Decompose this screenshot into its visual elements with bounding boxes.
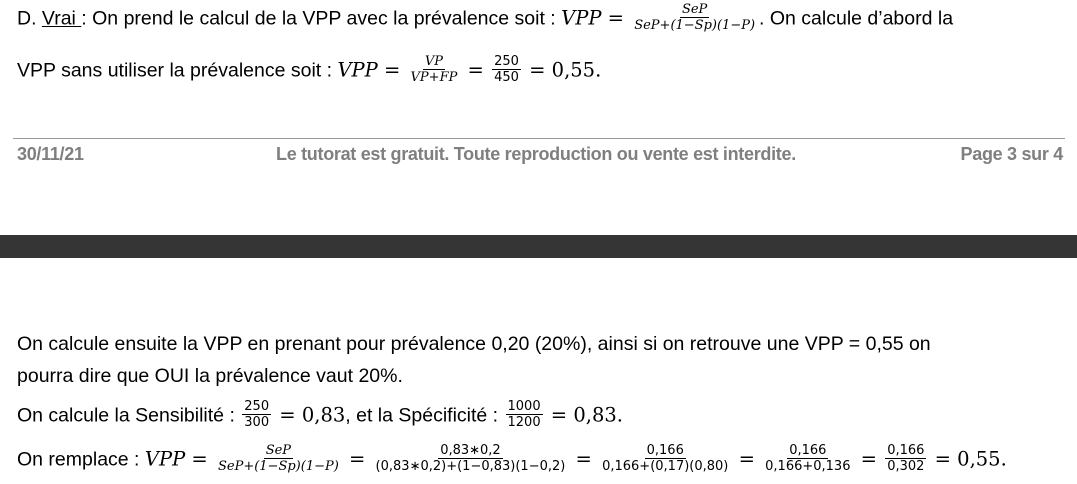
specificity-result: = 0,83. — [544, 403, 623, 427]
substitution-label: On remplace : — [17, 448, 145, 471]
statement-d-line-1: D. Vrai : On prend le calcul de la VPP a… — [17, 2, 954, 35]
substitution-line: On remplace : VPP = SeP SeP+(1−Sp)(1−P) =… — [17, 443, 1007, 476]
fraction-numerator: 250 — [492, 54, 521, 70]
item-letter: D. — [17, 7, 42, 30]
fraction-numerator: 250 — [242, 399, 272, 415]
simplified-fraction-2: 0,166 0,166+0,136 — [763, 443, 852, 474]
simplified-fraction-3: 0,166 0,302 — [885, 443, 927, 474]
fraction-denominator: 300 — [244, 415, 270, 430]
equals-sign: = — [732, 447, 762, 471]
equals-sign: = — [185, 447, 214, 471]
fraction-numerator: 0,166 — [787, 443, 829, 459]
fraction-denominator: 0,302 — [887, 459, 925, 474]
equals-sign: = — [377, 58, 407, 82]
equals-sign: = — [569, 447, 599, 471]
sensitivity-fraction: 250 300 — [242, 399, 272, 430]
specificity-label: , et la Spécificité : — [345, 404, 504, 427]
result-value: = 0,55. — [522, 58, 602, 82]
statement-text-end: . On calcule d’abord la — [759, 7, 954, 30]
vpp-formula-fraction: SeP SeP+(1−Sp)(1−P) — [632, 2, 757, 33]
equals-sign: = — [854, 447, 884, 471]
sensitivity-label: On calcule la Sensibilité : — [17, 404, 241, 427]
page-bottom: On calcule ensuite la VPP en prenant pou… — [0, 258, 1077, 484]
vpp-result: = 0,55. — [928, 447, 1007, 471]
fraction-denominator: SeP+(1−Sp)(1−P) — [217, 459, 339, 474]
fraction-numerator: 1000 — [505, 399, 543, 415]
fraction-numerator: SeP — [679, 2, 710, 18]
page-top: D. Vrai : On prend le calcul de la VPP a… — [0, 0, 1077, 235]
equals-sign: = — [342, 447, 372, 471]
vpp-variable: VPP — [561, 6, 602, 30]
statement-text: : On prend le calcul de la VPP avec la p… — [81, 7, 562, 30]
fraction-denominator: (0,83∗0,2)+(1−0,83)(1−0,2) — [375, 459, 566, 474]
formula-fraction: SeP SeP+(1−Sp)(1−P) — [216, 443, 341, 474]
vrai-label: Vrai — [41, 7, 82, 30]
fraction-denominator: VP+FP — [410, 70, 458, 85]
footer-notice: Le tutorat est gratuit. Toute reproducti… — [276, 144, 796, 164]
fraction-numerator: SeP — [263, 443, 294, 459]
fraction-denominator: 0,166+(0,17)(0,80) — [602, 459, 729, 474]
substituted-fraction: 0,83∗0,2 (0,83∗0,2)+(1−0,83)(1−0,2) — [374, 443, 568, 474]
equals-sign: = — [461, 58, 491, 82]
paragraph-line-2: pourra dire que OUI la prévalence vaut 2… — [17, 365, 403, 387]
fraction-numerator: VP — [422, 54, 446, 70]
simplified-fraction-1: 0,166 0,166+(0,17)(0,80) — [600, 443, 730, 474]
fraction-numerator: 0,83∗0,2 — [438, 443, 503, 459]
footer-date: 30/11/21 — [17, 144, 84, 164]
numeric-fraction: 250 450 — [492, 54, 521, 85]
fraction-numerator: 0,166 — [644, 443, 686, 459]
equals-sign: = — [601, 6, 631, 30]
fraction-numerator: 0,166 — [885, 443, 927, 459]
vp-fraction: VP VP+FP — [409, 54, 460, 85]
sensitivity-line: On calcule la Sensibilité : 250 300 = 0,8… — [17, 399, 623, 432]
vpp-variable: VPP — [144, 447, 186, 471]
footer-divider — [13, 138, 1065, 139]
sensitivity-result: = 0,83 — [273, 403, 346, 427]
fraction-denominator: 1200 — [507, 415, 541, 430]
fraction-denominator: 450 — [494, 70, 519, 85]
fraction-denominator: 0,166+0,136 — [765, 459, 851, 474]
footer-page-number: Page 3 sur 4 — [960, 144, 1064, 164]
fraction-denominator: SeP+(1−Sp)(1−P) — [634, 18, 756, 33]
paragraph-line-1: On calcule ensuite la VPP en prenant pou… — [17, 333, 931, 355]
specificity-fraction: 1000 1200 — [505, 399, 543, 430]
page-separator — [0, 235, 1077, 258]
vpp-variable: VPP — [337, 58, 378, 82]
statement-d-line-2: VPP sans utiliser la prévalence soit : V… — [17, 54, 602, 87]
statement-text: VPP sans utiliser la prévalence soit : — [17, 59, 338, 82]
